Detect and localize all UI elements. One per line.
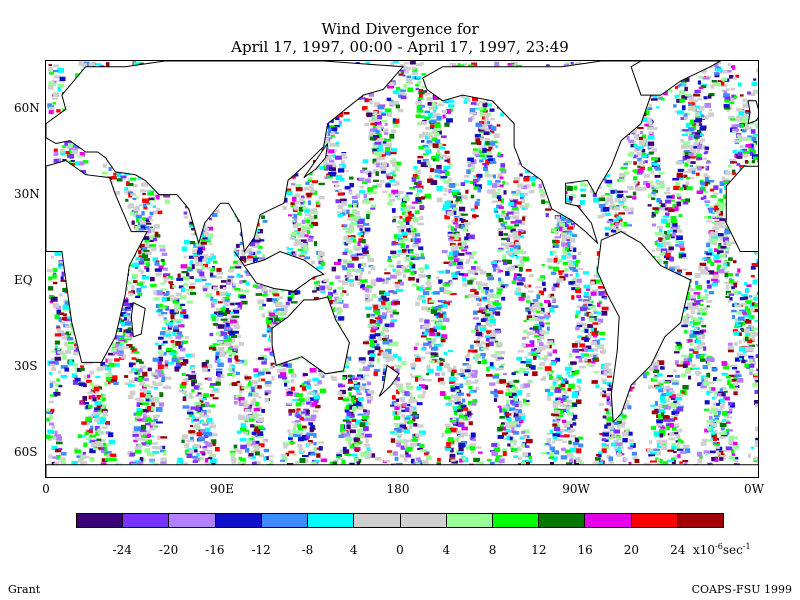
colorbar-tick-label: 12 [531, 543, 547, 557]
lon-label-180: 180 [386, 482, 410, 496]
footer-credit: COAPS-FSU 1999 [691, 583, 792, 596]
colorbar-cell [308, 514, 355, 527]
lon-label-0: 0 [42, 482, 50, 496]
colorbar-cell [215, 514, 262, 527]
land-south-america [596, 231, 692, 424]
units-suffix-exponent: -1 [742, 542, 751, 551]
colorbar-units: x10-6sec-1 [693, 540, 751, 557]
units-exponent: -6 [715, 542, 723, 551]
colorbar-tick-label: 24 [670, 543, 686, 557]
chart-title-line2: April 17, 1997, 00:00 - April 17, 1997, … [231, 38, 569, 56]
lat-label-30n: 30N [14, 187, 40, 201]
colorbar-tick-label: -8 [301, 543, 314, 557]
colorbar-tick-label: -20 [158, 543, 179, 557]
land-antarctica [46, 464, 758, 477]
colorbar-tick-label: 16 [577, 543, 593, 557]
land-indonesia [233, 250, 325, 292]
colorbar-tick-label: 20 [623, 543, 640, 557]
colorbar-cell [77, 514, 124, 527]
land-africa-west [725, 165, 758, 252]
colorbar [76, 513, 724, 528]
colorbar-tick-label: 8 [488, 543, 497, 557]
lon-label-90e: 90E [209, 482, 235, 496]
colorbar-cell [446, 514, 493, 527]
colorbar-cell [631, 514, 678, 527]
colorbar-cell [354, 514, 401, 527]
land-greenland [630, 61, 722, 96]
divergence-map [46, 61, 758, 477]
chart-title-line1: Wind Divergence for [321, 20, 479, 38]
colorbar-cell [261, 514, 309, 527]
colorbar-tick-label: -12 [251, 543, 271, 557]
land-africa [46, 159, 148, 363]
lat-label-eq: EQ [14, 273, 33, 287]
colorbar-cell [539, 514, 586, 527]
colorbar-tick-label: 4 [349, 543, 358, 557]
colorbar-cell [492, 514, 540, 527]
lon-label-0w: 0W [744, 482, 764, 496]
land-madagascar [130, 301, 146, 338]
colorbar-tick-label: -24 [112, 543, 132, 557]
colorbar-cell [677, 514, 724, 527]
footer-author: Grant [8, 583, 41, 596]
map-panel [45, 60, 759, 478]
land-australia [271, 296, 350, 375]
colorbar-tick-label: 0 [396, 543, 404, 557]
units-prefix: x10 [693, 543, 716, 557]
land-uk [747, 100, 758, 125]
lat-label-60s: 60S [14, 445, 38, 459]
land-japan [303, 143, 329, 179]
land-new-zealand [378, 364, 400, 397]
lat-label-30s: 30S [14, 359, 38, 373]
land-north-america [422, 61, 652, 245]
colorbar-tick-label: 4 [442, 543, 451, 557]
colorbar-tick-label: -16 [205, 543, 225, 557]
colorbar-cell [585, 514, 632, 527]
colorbar-cell [123, 514, 170, 527]
land-masses [46, 61, 758, 477]
units-suffix: sec [722, 543, 743, 557]
land-eurasia [46, 61, 405, 253]
lon-label-90w: 90W [562, 482, 590, 496]
colorbar-cell [169, 514, 216, 527]
colorbar-cell [400, 514, 447, 527]
lat-label-60n: 60N [14, 101, 40, 115]
